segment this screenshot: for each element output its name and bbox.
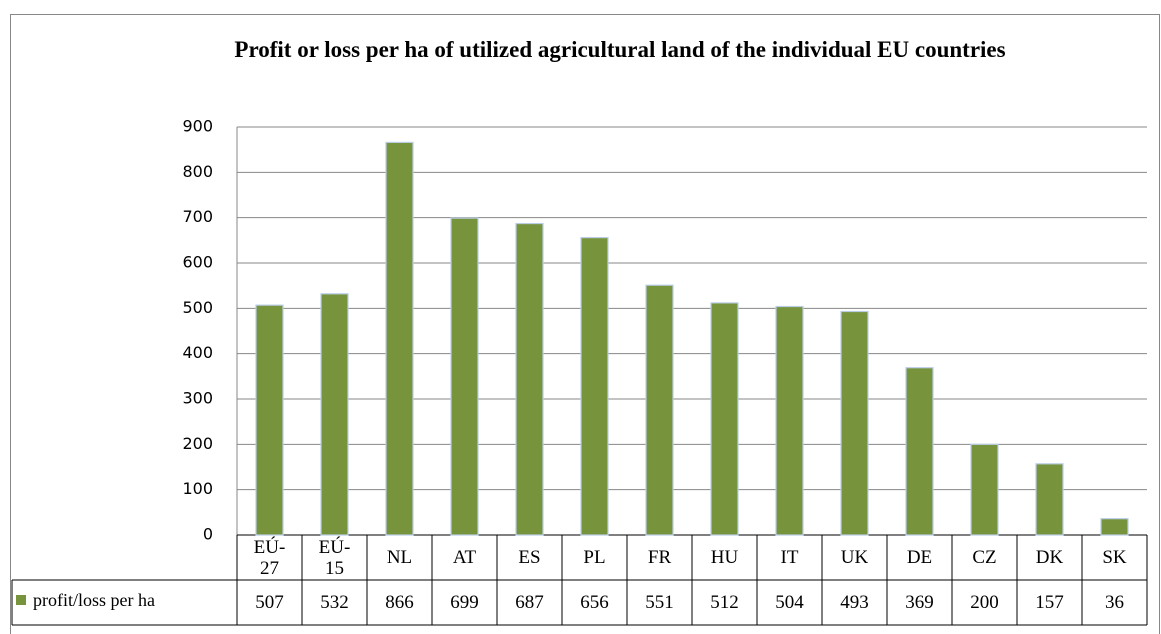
bar — [775, 305, 804, 536]
x-tick-label: NL — [367, 535, 432, 580]
x-tick-label-text: HU — [710, 547, 739, 568]
x-tick-label: DK — [1017, 535, 1082, 580]
x-tick-label: EÚ-27 — [237, 535, 302, 580]
y-tick-label: 200 — [182, 434, 213, 453]
table-value: 699 — [450, 591, 479, 613]
legend-key — [16, 595, 26, 605]
x-tick-label-text: UK — [840, 547, 869, 568]
table-value: 866 — [385, 591, 414, 613]
table-value: 200 — [970, 591, 999, 613]
table-value: 369 — [905, 591, 934, 613]
x-tick-label: SK — [1082, 535, 1147, 580]
table-value: 36 — [1105, 591, 1124, 613]
x-tick-label-text: SK — [1102, 547, 1127, 568]
x-tick-label: EÚ-15 — [302, 535, 367, 580]
bar — [255, 304, 284, 536]
x-tick-label: CZ — [952, 535, 1017, 580]
x-tick-label-text: ES — [518, 547, 541, 568]
x-tick-label-text: AT — [452, 547, 477, 568]
table-value: 157 — [1035, 591, 1064, 613]
x-tick-label-text: PL — [583, 547, 606, 568]
y-tick-label: 400 — [182, 343, 213, 362]
x-tick-label: DE — [887, 535, 952, 580]
bar — [580, 237, 609, 536]
y-tick-label: 500 — [182, 298, 213, 317]
x-tick-label: IT — [757, 535, 822, 580]
x-tick-label: UK — [822, 535, 887, 580]
y-tick-label: 0 — [203, 525, 213, 544]
x-tick-label-text: FR — [647, 547, 672, 568]
x-tick-label-text: DK — [1035, 547, 1064, 568]
bar — [840, 310, 869, 536]
x-tick-label: AT — [432, 535, 497, 580]
y-tick-label: 300 — [182, 389, 213, 408]
x-tick-label: HU — [692, 535, 757, 580]
x-tick-label-text: DE — [906, 547, 933, 568]
x-tick-label-text: EÚ-15 — [318, 536, 351, 579]
x-tick-label: FR — [627, 535, 692, 580]
x-tick-label-text: IT — [780, 547, 799, 568]
table-value: 493 — [840, 591, 869, 613]
bar — [515, 222, 544, 536]
bar — [645, 284, 674, 536]
table-value: 512 — [710, 591, 739, 613]
bar — [1035, 463, 1064, 536]
table-value: 687 — [515, 591, 544, 613]
table-value: 551 — [645, 591, 674, 613]
chart-border — [10, 14, 1160, 634]
y-tick-label: 800 — [182, 162, 213, 181]
y-tick-label: 700 — [182, 207, 213, 226]
table-value: 507 — [255, 591, 284, 613]
bar — [1100, 518, 1129, 536]
x-tick-label: ES — [497, 535, 562, 580]
x-tick-label-text: EÚ-27 — [253, 536, 286, 579]
x-tick-label: PL — [562, 535, 627, 580]
x-tick-label-text: CZ — [972, 547, 997, 568]
bar — [320, 293, 349, 536]
table-value: 504 — [775, 591, 804, 613]
chart-title: Profit or loss per ha of utilized agricu… — [234, 37, 1006, 62]
y-tick-label: 600 — [182, 253, 213, 272]
bar — [450, 217, 479, 536]
bar — [905, 367, 934, 536]
y-tick-label: 100 — [182, 479, 213, 498]
table-value: 532 — [320, 591, 349, 613]
bar — [970, 443, 999, 536]
bar — [710, 302, 739, 536]
bar — [385, 141, 414, 536]
legend-label: profit/loss per ha — [33, 590, 155, 610]
y-tick-label: 900 — [182, 117, 213, 136]
x-tick-label-text: NL — [386, 547, 413, 568]
table-value: 656 — [580, 591, 609, 613]
